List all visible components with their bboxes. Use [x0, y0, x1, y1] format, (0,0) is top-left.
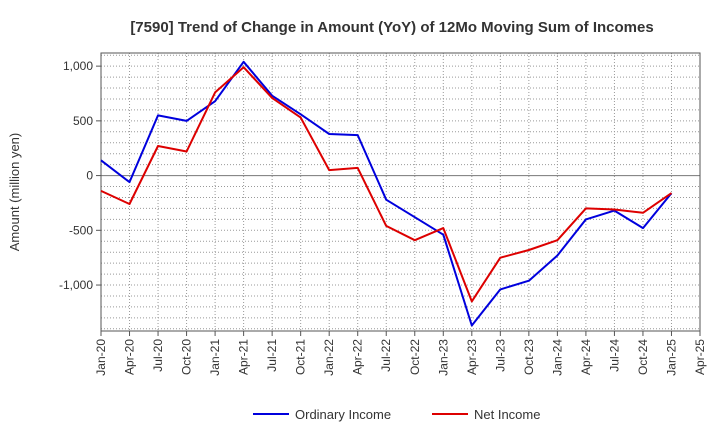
y-tick-label: 1,000: [63, 59, 93, 73]
x-tick-label: Jan-23: [436, 339, 450, 376]
x-tick-label: Oct-22: [408, 339, 422, 375]
x-tick-label: Apr-20: [123, 339, 137, 375]
y-tick-label: -500: [69, 223, 93, 237]
x-tick-label: Jul-23: [493, 339, 507, 372]
x-tick-label: Jul-20: [151, 339, 165, 372]
legend-label-ordinary-income: Ordinary Income: [295, 407, 391, 422]
x-tick-label: Jul-24: [607, 339, 621, 372]
x-tick-label: Jan-25: [664, 339, 678, 376]
y-axis-label: Amount (million yen): [7, 133, 22, 252]
y-tick-label: -1,000: [59, 278, 93, 292]
series-line-net-income: [100, 66, 673, 303]
x-tick-label: Jan-22: [322, 339, 336, 376]
x-tick-label: Jul-21: [265, 339, 279, 372]
x-tick-label: Jan-21: [208, 339, 222, 376]
x-tick-label: Oct-21: [294, 339, 308, 375]
x-tick-label: Apr-23: [465, 339, 479, 375]
plot-area: -1,000 -500 0 500 1,000 Jan-20 Apr-20 Jul-20 Oct…: [59, 52, 707, 376]
x-tick-label: Jan-24: [550, 339, 564, 376]
x-tick-label: Oct-24: [636, 339, 650, 375]
x-tick-label: Oct-23: [522, 339, 536, 375]
chart-title: [7590] Trend of Change in Amount (YoY) o…: [130, 19, 653, 36]
x-tick-label: Apr-24: [579, 339, 593, 375]
x-tick-label: Apr-22: [351, 339, 365, 375]
x-tick-label: Oct-20: [180, 339, 194, 375]
x-tick-label: Jul-22: [379, 339, 393, 372]
plot-frame: [100, 52, 701, 332]
x-tick-label: Apr-25: [693, 339, 707, 375]
x-tick-label: Jan-20: [94, 339, 108, 376]
y-tick-label: 0: [86, 169, 93, 183]
series-line-ordinary-income: [100, 60, 673, 327]
x-tick-label: Apr-21: [237, 339, 251, 375]
legend-label-net-income: Net Income: [474, 407, 540, 422]
y-tick-label: 500: [73, 114, 93, 128]
legend: Ordinary Income Net Income: [253, 407, 540, 422]
